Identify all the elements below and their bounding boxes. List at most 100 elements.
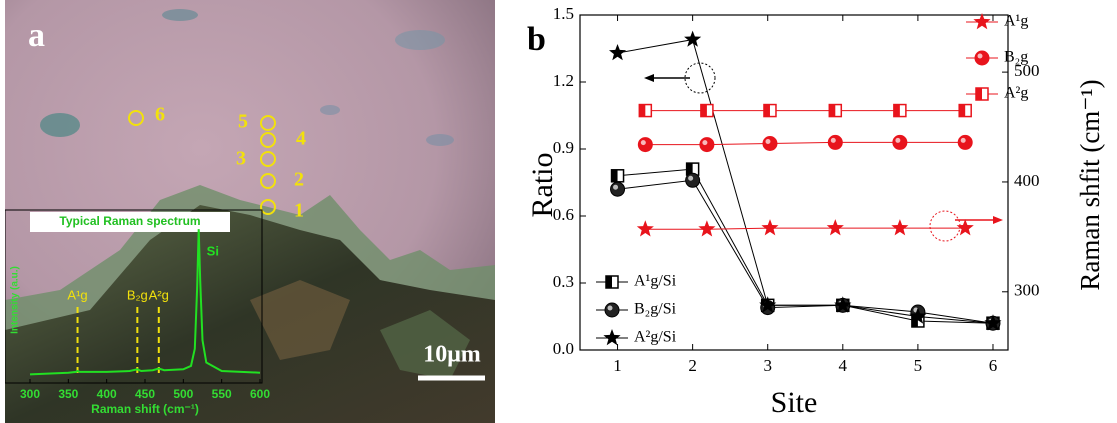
marker xyxy=(763,103,777,118)
micrograph xyxy=(5,0,495,423)
inset-chart: Typical Raman spectrum 300 350 400 450 500 550… xyxy=(10,214,271,416)
x-tick-label: 4 xyxy=(839,356,848,375)
marker xyxy=(759,296,777,313)
marker-half xyxy=(959,104,966,117)
site-label: 1 xyxy=(294,200,304,222)
marker-shape xyxy=(892,134,908,150)
site-label: 5 xyxy=(238,111,248,133)
marker xyxy=(834,296,852,313)
legend-label: A¹g/Si xyxy=(634,273,677,290)
legend-label: B₂g xyxy=(1004,49,1028,66)
marker-shape xyxy=(698,220,716,237)
marker xyxy=(684,30,702,47)
marker xyxy=(909,307,927,324)
x-tick-label: 1 xyxy=(613,356,622,375)
series-line xyxy=(645,141,966,146)
marker-shape xyxy=(609,44,627,61)
site-label: 6 xyxy=(155,104,165,126)
marker-shape xyxy=(759,296,777,313)
marker-highlight xyxy=(960,137,966,143)
site-label: 4 xyxy=(296,128,306,150)
marker xyxy=(637,137,653,153)
y-axis-label: Ratio xyxy=(526,153,559,218)
marker-shape xyxy=(826,219,844,236)
legend-label: A²g xyxy=(1004,85,1028,102)
marker xyxy=(636,220,654,237)
x-tick-label: 400 xyxy=(97,387,117,401)
site-label: 2 xyxy=(294,169,304,191)
marker xyxy=(698,220,716,237)
marker-highlight xyxy=(977,53,983,59)
spectrum-line xyxy=(29,229,261,376)
marker-shape xyxy=(684,30,702,47)
marker xyxy=(605,275,619,289)
marker-shape xyxy=(610,181,626,197)
marker-shape xyxy=(603,329,621,346)
y2-tick-label: 500 xyxy=(1014,61,1040,80)
marker-shape xyxy=(761,219,779,236)
marker-shape xyxy=(699,137,715,153)
x-tick-label: 550 xyxy=(212,387,232,401)
marker xyxy=(958,103,972,118)
plot-frame xyxy=(579,14,1009,351)
marker xyxy=(762,136,778,152)
x-tick-label: 300 xyxy=(20,387,40,401)
marker xyxy=(893,103,907,118)
panel-label: a xyxy=(28,17,45,54)
marker xyxy=(609,44,627,61)
marker-half xyxy=(606,276,612,288)
y2-tick-label: 400 xyxy=(1014,171,1040,190)
marker xyxy=(610,181,626,197)
marker-shape xyxy=(685,172,701,188)
marker xyxy=(957,134,973,150)
marker xyxy=(700,103,714,118)
legend-label: A¹g xyxy=(1004,13,1028,30)
marker xyxy=(984,314,1002,331)
marker-shape xyxy=(909,307,927,324)
marker xyxy=(638,103,653,118)
x-tick-label: 6 xyxy=(989,356,998,375)
x-tick-label: 350 xyxy=(58,387,78,401)
scale-bar-label: 10μm xyxy=(423,342,481,368)
marker xyxy=(828,103,843,118)
y-tick-label: 1.5 xyxy=(553,4,574,23)
x-tick-label: 500 xyxy=(173,387,193,401)
x-axis-label: Raman shift (cm⁻¹) xyxy=(91,402,199,416)
peak-label: B₂g xyxy=(127,287,148,302)
marker-highlight xyxy=(765,139,771,145)
marker-shape xyxy=(973,13,991,30)
marker-half xyxy=(611,169,618,182)
x-tick-label: 3 xyxy=(763,356,772,375)
marker xyxy=(974,50,990,66)
marker-highlight xyxy=(702,140,708,146)
marker-shape xyxy=(637,137,653,153)
marker-half xyxy=(893,104,900,117)
marker-highlight xyxy=(830,137,836,143)
marker-highlight xyxy=(607,305,613,311)
marker-highlight xyxy=(688,175,694,181)
marker-shape xyxy=(762,136,778,152)
marker-half xyxy=(976,88,982,100)
x-tick-label: 2 xyxy=(688,356,697,375)
marker-half xyxy=(686,163,693,176)
y2-axis-label: Raman shfit (cm⁻¹) xyxy=(1075,79,1105,290)
marker xyxy=(956,219,974,236)
marker-half xyxy=(700,104,707,117)
marker xyxy=(685,172,701,188)
y-tick-label: 1.2 xyxy=(553,71,574,90)
y-axis-label: Intensity (a.u.) xyxy=(10,266,21,334)
main-chart: 1 2 3 4 5 6 0.0 0.3 0.6 0.9 1.2 1.5 300 400 500 Site Rat… xyxy=(526,4,1105,419)
marker-shape xyxy=(604,302,620,318)
marker-shape xyxy=(891,219,909,236)
annotation-arrows xyxy=(644,62,1003,242)
marker xyxy=(699,137,715,153)
marker-highlight xyxy=(895,137,901,143)
legend-label: A²g/Si xyxy=(634,329,677,346)
marker-half xyxy=(639,104,646,117)
legend-label: B₂g/Si xyxy=(634,301,677,318)
y2-tick-label: 300 xyxy=(1014,281,1040,300)
marker-half xyxy=(829,104,836,117)
marker-shape xyxy=(957,134,973,150)
marker xyxy=(973,13,991,30)
marker xyxy=(891,219,909,236)
